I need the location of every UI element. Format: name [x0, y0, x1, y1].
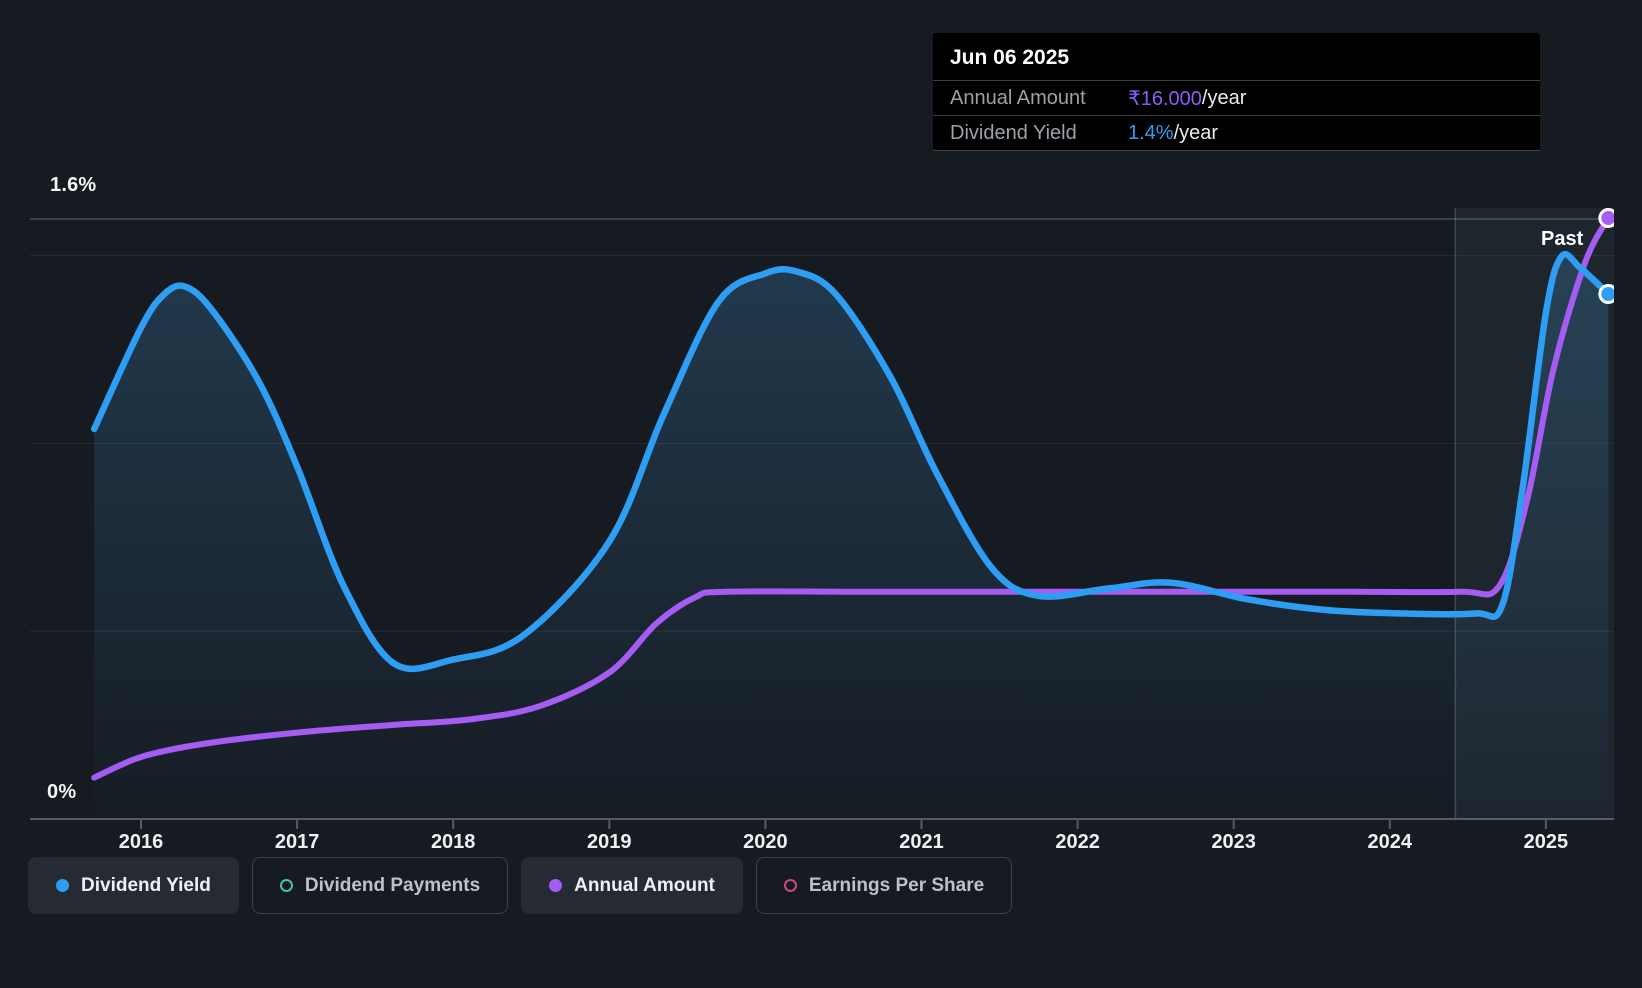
tooltip-date: Jun 06 2025: [950, 46, 1070, 69]
recent-period-band: [1455, 208, 1614, 819]
x-axis-label-2019: 2019: [587, 831, 632, 853]
y-axis-max-label: 1.6%: [50, 174, 97, 196]
legend-item-label: Dividend Payments: [304, 874, 481, 896]
tooltip-row-suffix: /year: [1201, 86, 1247, 109]
legend-item-label: Annual Amount: [574, 874, 715, 896]
x-axis-label-2022: 2022: [1055, 831, 1100, 853]
legend-item-dividend-payments[interactable]: Dividend Payments: [251, 857, 509, 914]
dividend-yield-line: [90, 251, 1612, 673]
dividend-yield-endpoint: [1598, 284, 1614, 304]
legend-ring-icon: [783, 879, 797, 892]
chart-tooltip: Jun 06 2025 Annual Amount ₹16.000/year Div…: [933, 33, 1540, 151]
legend-ring-icon: [279, 879, 293, 892]
tooltip-row-value: ₹16.000: [1128, 87, 1202, 110]
x-axis-label-2021: 2021: [899, 831, 944, 853]
x-axis-label-2016: 2016: [118, 831, 164, 853]
x-axis-label-2017: 2017: [274, 831, 320, 853]
legend-item-label: Dividend Yield: [81, 874, 211, 896]
tooltip-row-dividend-yield: Dividend Yield 1.4%/year: [933, 115, 1540, 151]
tooltip-row-label: Annual Amount: [950, 86, 1086, 109]
legend-item-annual-amount[interactable]: Annual Amount: [521, 857, 743, 914]
legend-item-label: Earnings Per Share: [808, 874, 985, 896]
tooltip-row-value: 1.4%: [1128, 121, 1174, 144]
chart-legend: Dividend Yield Dividend Payments Annual Am…: [28, 857, 1013, 914]
dividend-yield-area: [94, 254, 1609, 819]
x-axis-label-2023: 2023: [1211, 831, 1256, 853]
tooltip-row-label: Dividend Yield: [950, 121, 1077, 144]
tooltip-rows: Annual Amount ₹16.000/year Dividend Yield 1…: [933, 80, 1540, 151]
x-axis-label-2020: 2020: [743, 831, 788, 853]
x-axis-label-2024: 2024: [1367, 831, 1413, 853]
legend-item-earnings-per-share[interactable]: Earnings Per Share: [755, 857, 1013, 914]
x-axis-label-2025: 2025: [1523, 831, 1569, 853]
y-axis-zero-label: 0%: [47, 781, 77, 803]
legend-item-dividend-yield[interactable]: Dividend Yield: [28, 857, 239, 914]
tooltip-row-annual-amount: Annual Amount ₹16.000/year: [933, 80, 1540, 115]
tooltip-row-suffix: /year: [1173, 121, 1219, 144]
legend-dot-icon: [549, 879, 563, 892]
annual-amount-line: [91, 215, 1612, 781]
x-axis-label-2018: 2018: [430, 831, 476, 853]
annual-amount-endpoint: [1598, 208, 1614, 229]
legend-dot-icon: [56, 879, 69, 892]
past-period-label: Past: [1541, 228, 1584, 250]
